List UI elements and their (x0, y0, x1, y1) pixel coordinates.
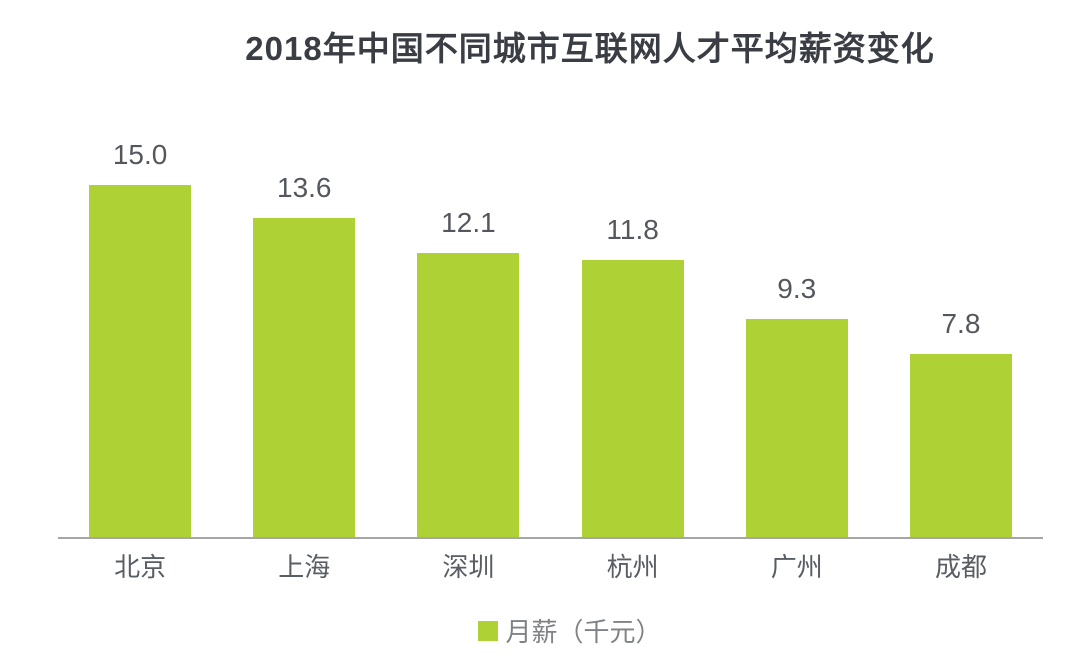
bar-group-3: 12.1 (386, 120, 550, 537)
bar-group-4: 11.8 (551, 120, 715, 537)
bar-value-label: 13.6 (277, 172, 332, 203)
bar-value-label: 11.8 (606, 214, 659, 245)
bar (89, 185, 192, 537)
x-axis-label: 杭州 (606, 552, 659, 582)
bar-value-label: 9.3 (777, 273, 817, 304)
x-axis-labels: 北京 上海 深圳 杭州 广州 成都 (58, 550, 1043, 584)
x-axis-label: 广州 (770, 552, 823, 582)
bar-group-5: 9.3 (715, 120, 879, 537)
bar (745, 319, 848, 537)
legend: 月薪（千元） (60, 612, 1080, 649)
bar (253, 218, 356, 537)
legend-label: 月薪（千元） (505, 617, 662, 647)
x-axis-label: 成都 (934, 552, 987, 582)
bar-group-6: 7.8 (879, 120, 1043, 537)
bar-value-label: 7.8 (941, 308, 981, 339)
plot-area: 15.0 13.6 12.1 11.8 9.3 7.8 (58, 120, 1043, 539)
x-axis-label: 上海 (278, 552, 331, 582)
chart-title: 2018年中国不同城市互联网人才平均薪资变化 (245, 30, 935, 67)
bar-value-label: 15.0 (112, 139, 168, 170)
x-axis-label: 北京 (114, 552, 167, 582)
bar-value-label: 12.1 (441, 207, 496, 238)
bar (581, 260, 684, 537)
bar-group-2: 13.6 (222, 120, 386, 537)
bar-group-1: 15.0 (58, 120, 222, 537)
bar (417, 253, 520, 537)
bar (909, 354, 1012, 537)
legend-swatch-icon (478, 620, 499, 641)
x-axis-label: 深圳 (442, 552, 495, 582)
